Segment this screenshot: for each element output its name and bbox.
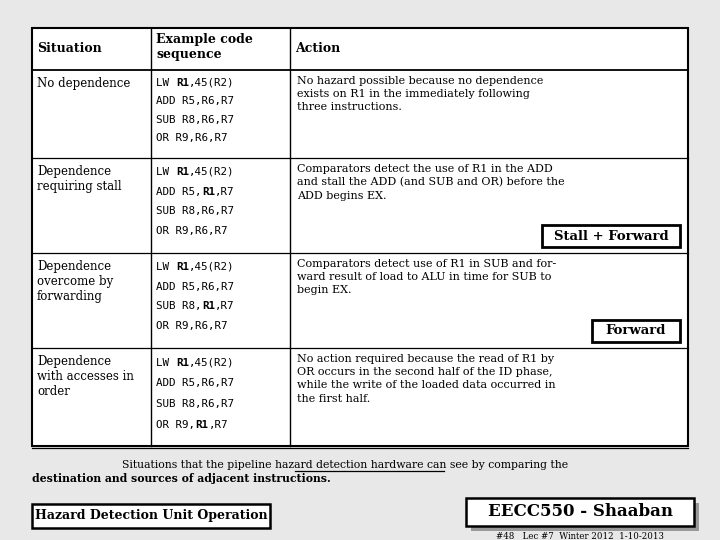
Text: ADD R5,R6,R7: ADD R5,R6,R7 bbox=[156, 96, 235, 106]
Text: LW: LW bbox=[156, 262, 176, 272]
Text: Stall + Forward: Stall + Forward bbox=[554, 230, 668, 242]
Text: ADD R5,: ADD R5, bbox=[156, 187, 202, 197]
Text: Comparators detect use of R1 in SUB and for-
ward result of load to ALU in time : Comparators detect use of R1 in SUB and … bbox=[297, 259, 557, 295]
Text: LW: LW bbox=[156, 167, 176, 177]
Text: SUB R8,R6,R7: SUB R8,R6,R7 bbox=[156, 206, 235, 217]
Text: Example code
sequence: Example code sequence bbox=[156, 33, 253, 61]
Text: ,45(R2): ,45(R2) bbox=[189, 167, 235, 177]
Text: ,45(R2): ,45(R2) bbox=[189, 262, 235, 272]
Text: EECC550 - Shaaban: EECC550 - Shaaban bbox=[487, 503, 672, 521]
Text: R1: R1 bbox=[176, 167, 189, 177]
Text: SUB R8,R6,R7: SUB R8,R6,R7 bbox=[156, 114, 235, 125]
Bar bbox=[32, 504, 270, 528]
Text: No dependence: No dependence bbox=[37, 77, 130, 90]
Text: Dependence
with accesses in
order: Dependence with accesses in order bbox=[37, 355, 134, 398]
Text: No action required because the read of R1 by
OR occurs in the second half of the: No action required because the read of R… bbox=[297, 354, 556, 403]
Text: LW: LW bbox=[156, 78, 176, 88]
Text: Situations that the pipeline hazard detection hardware can see by comparing the: Situations that the pipeline hazard dete… bbox=[122, 460, 568, 470]
Text: R1: R1 bbox=[176, 262, 189, 272]
Text: OR R9,R6,R7: OR R9,R6,R7 bbox=[156, 321, 228, 331]
Text: R1: R1 bbox=[202, 301, 215, 312]
Text: SUB R8,: SUB R8, bbox=[156, 301, 202, 312]
Text: ,45(R2): ,45(R2) bbox=[189, 78, 235, 88]
Text: Action: Action bbox=[295, 43, 341, 56]
Bar bbox=[471, 503, 699, 531]
Text: R1: R1 bbox=[202, 187, 215, 197]
Text: Hazard Detection Unit Operation: Hazard Detection Unit Operation bbox=[35, 510, 267, 523]
Text: OR R9,R6,R7: OR R9,R6,R7 bbox=[156, 133, 228, 143]
Bar bbox=[592, 320, 680, 342]
Text: Comparators detect the use of R1 in the ADD
and stall the ADD (and SUB and OR) b: Comparators detect the use of R1 in the … bbox=[297, 164, 565, 201]
Text: Situation: Situation bbox=[37, 43, 102, 56]
Text: R1: R1 bbox=[195, 420, 209, 430]
Text: R1: R1 bbox=[176, 78, 189, 88]
Text: R1: R1 bbox=[176, 357, 189, 368]
Text: Forward: Forward bbox=[606, 325, 666, 338]
Text: OR R9,: OR R9, bbox=[156, 420, 195, 430]
Text: #48   Lec #7  Winter 2012  1-10-2013: #48 Lec #7 Winter 2012 1-10-2013 bbox=[496, 532, 664, 540]
Text: ADD R5,R6,R7: ADD R5,R6,R7 bbox=[156, 379, 235, 388]
Text: ,R7: ,R7 bbox=[209, 420, 228, 430]
Text: ,R7: ,R7 bbox=[215, 301, 235, 312]
Text: LW: LW bbox=[156, 357, 176, 368]
Text: No hazard possible because no dependence
exists on R1 in the immediately followi: No hazard possible because no dependence… bbox=[297, 76, 544, 112]
Text: destination and sources of adjacent instructions.: destination and sources of adjacent inst… bbox=[32, 473, 330, 484]
Bar bbox=[32, 28, 688, 446]
Text: SUB R8,R6,R7: SUB R8,R6,R7 bbox=[156, 399, 235, 409]
Text: ,R7: ,R7 bbox=[215, 187, 235, 197]
Text: ,45(R2): ,45(R2) bbox=[189, 357, 235, 368]
Bar bbox=[542, 225, 680, 247]
Text: Dependence
requiring stall: Dependence requiring stall bbox=[37, 165, 122, 193]
Text: Dependence
overcome by
forwarding: Dependence overcome by forwarding bbox=[37, 260, 113, 303]
Text: OR R9,R6,R7: OR R9,R6,R7 bbox=[156, 226, 228, 236]
Bar bbox=[466, 498, 694, 526]
Text: ADD R5,R6,R7: ADD R5,R6,R7 bbox=[156, 282, 235, 292]
